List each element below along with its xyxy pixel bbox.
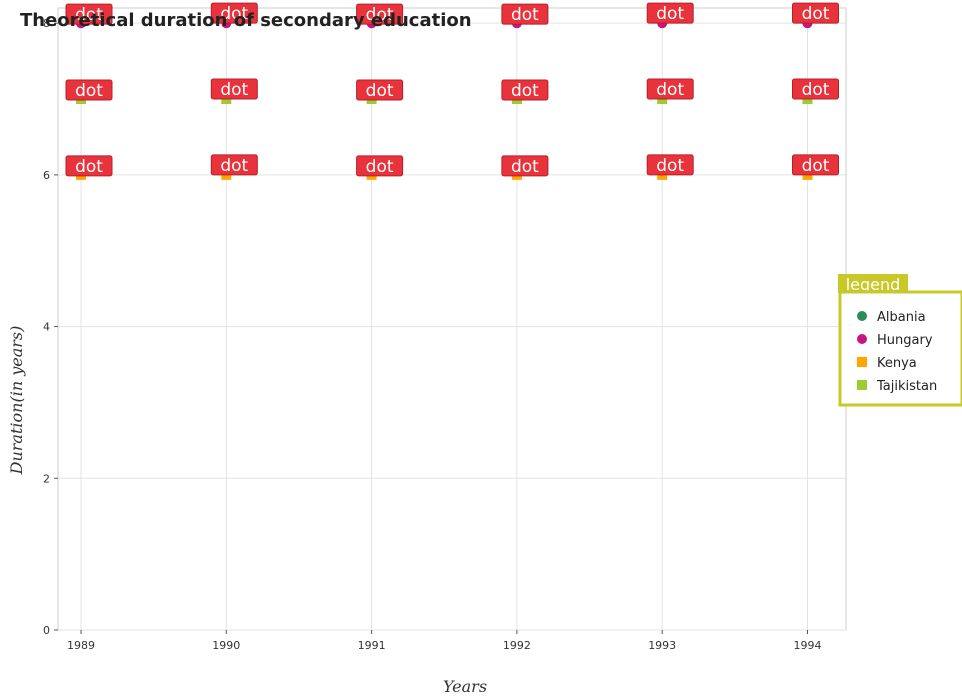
data-label-box [356,155,404,177]
data-label-box [792,2,839,24]
data-label-box [210,2,258,24]
data-label-text: dot [656,80,684,100]
legend-marker-albania [857,311,867,321]
data-label: dot [210,154,258,176]
data-label: dot [501,155,549,177]
data-label-text: dot [802,4,830,24]
x-tick-label: 1990 [212,639,240,652]
data-label: dot [356,155,404,177]
data-label-box [356,79,404,101]
data-label-box [65,3,113,25]
data-label: dot [356,3,404,25]
data-label: dot [501,79,549,101]
data-label-box [646,78,694,100]
data-label-text: dot [220,4,248,24]
data-label: dot [210,78,258,100]
data-label-text: dot [366,157,394,177]
data-label: dot [792,78,839,100]
data-label-text: dot [75,157,103,177]
legend-title-bg [838,274,908,293]
legend-marker-kenya [857,357,867,367]
data-label-text: dot [366,5,394,25]
axes: 0 2 4 6 8 1989 1990 1991 1992 1993 1994 [43,17,822,652]
data-label-box [65,155,113,177]
data-label-box [501,79,549,101]
data-label-box [792,154,839,176]
legend-label-tajikistan: Tajikistan [876,379,937,394]
data-label-text: dot [511,81,539,101]
data-label: dot [65,3,113,25]
data-label-text: dot [366,81,394,101]
data-label: dot [65,79,113,101]
data-label-text: dot [511,157,539,177]
data-label-text: dot [656,4,684,24]
data-label-box [356,3,404,25]
data-label-text: dot [656,156,684,176]
data-label-text: dot [75,5,103,25]
data-label: dot [501,3,549,25]
chart-title: Theoretical duration of secondary educat… [20,10,472,31]
data-label-box [646,2,694,24]
data-label: dot [792,2,839,24]
legend-label-kenya: Kenya [877,356,917,371]
data-label: dot [792,154,839,176]
legend: legend Albania Hungary Kenya Tajikistan [838,274,962,407]
y-tick-label: 8 [43,17,50,30]
plot-area [57,7,847,631]
data-label-box [210,78,258,100]
x-tick-label: 1989 [67,639,95,652]
y-tick-label: 6 [43,169,50,182]
data-label-text: dot [802,156,830,176]
legend-title: legend [846,275,901,294]
y-tick-label: 4 [43,321,50,334]
data-label-box [65,79,113,101]
data-label-text: dot [802,80,830,100]
data-label-text: dot [220,156,248,176]
data-label: dot [646,2,694,24]
legend-marker-hungary [857,334,867,344]
data-label-box [792,78,839,100]
data-label: dot [210,2,258,24]
data-label-box [646,154,694,176]
x-tick-label: 1992 [503,639,531,652]
data-label-box [210,154,258,176]
y-axis-label: Duration(in years) [7,326,26,476]
data-label: dot [65,155,113,177]
data-label-text: dot [220,80,248,100]
y-tick-label: 2 [43,472,50,485]
data-label: dot [646,78,694,100]
data-label: dot [356,79,404,101]
x-tick-label: 1991 [358,639,386,652]
data-label-box [501,155,549,177]
data-labels: dot dot dot dot dot dot dot dot dot dot dot dot dot d… [65,2,839,177]
legend-label-hungary: Hungary [877,333,933,348]
data-label: dot [646,154,694,176]
data-label-text: dot [511,5,539,25]
x-tick-label: 1994 [794,639,822,652]
legend-marker-tajikistan [857,380,867,390]
grid [57,7,847,631]
data-label-text: dot [75,81,103,101]
y-tick-label: 0 [43,624,50,637]
legend-label-albania: Albania [877,310,926,325]
data-label-box [501,3,549,25]
x-tick-label: 1993 [648,639,676,652]
x-axis-label: Years [443,677,487,696]
